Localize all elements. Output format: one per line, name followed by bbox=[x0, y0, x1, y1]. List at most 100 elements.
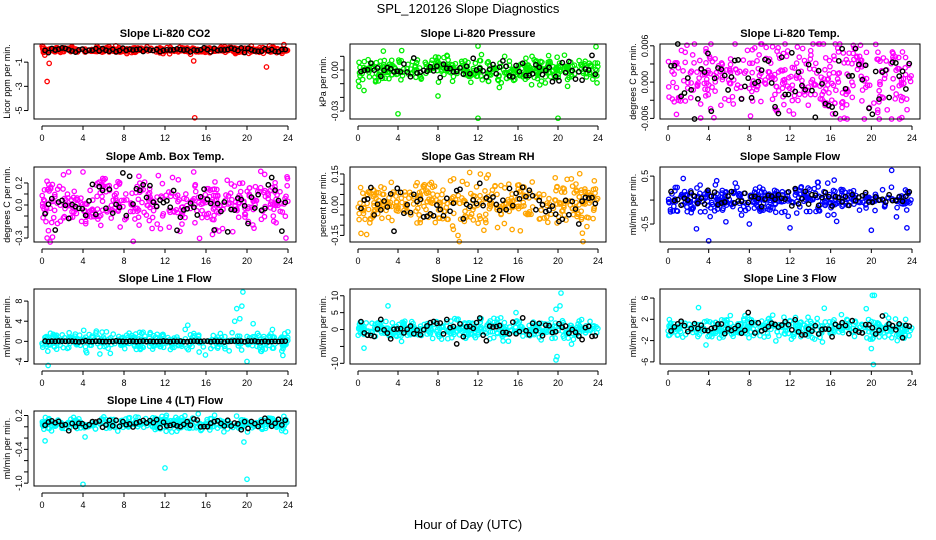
data-point bbox=[154, 335, 160, 341]
data-point bbox=[270, 345, 277, 351]
mean-point bbox=[62, 338, 69, 345]
mean-point bbox=[381, 326, 387, 333]
mean-point bbox=[849, 317, 856, 324]
outlier-point bbox=[554, 353, 560, 360]
mean-point bbox=[678, 202, 685, 209]
mean-point bbox=[103, 205, 109, 212]
mean-point bbox=[143, 338, 150, 345]
data-point bbox=[673, 111, 680, 118]
mean-point bbox=[119, 418, 126, 425]
data-point bbox=[904, 106, 910, 113]
data-point bbox=[481, 227, 487, 234]
mean-point bbox=[691, 193, 698, 200]
data-point bbox=[380, 48, 387, 54]
data-point bbox=[574, 324, 580, 331]
data-point bbox=[363, 231, 370, 238]
mean-point bbox=[457, 320, 463, 327]
mean-point bbox=[805, 201, 812, 208]
mean-point bbox=[519, 60, 526, 67]
data-point bbox=[501, 53, 508, 60]
y-tick-label: 0.00 bbox=[330, 196, 340, 214]
data-point bbox=[138, 330, 145, 337]
mean-point bbox=[718, 200, 725, 206]
data-point bbox=[775, 44, 781, 51]
mean-point bbox=[174, 422, 180, 429]
data-point bbox=[819, 96, 825, 103]
data-point bbox=[251, 225, 257, 232]
mean-point bbox=[758, 203, 765, 210]
data-point bbox=[852, 318, 859, 325]
x-tick-label: 12 bbox=[160, 378, 170, 388]
data-point bbox=[674, 184, 681, 191]
y-tick-label: -5 bbox=[14, 107, 24, 115]
mean-point bbox=[575, 68, 582, 75]
plot-frame bbox=[659, 43, 921, 120]
data-point bbox=[39, 422, 46, 429]
data-point bbox=[822, 199, 829, 206]
data-point bbox=[688, 80, 695, 86]
mean-point bbox=[795, 200, 802, 207]
data-point bbox=[406, 195, 412, 201]
data-point bbox=[254, 188, 261, 195]
data-point bbox=[356, 59, 362, 66]
data-point bbox=[196, 199, 202, 206]
mean-point bbox=[721, 199, 728, 205]
mean-point bbox=[443, 195, 450, 202]
y-tick-label: -10 bbox=[330, 357, 340, 370]
data-point bbox=[494, 191, 500, 198]
mean-point bbox=[437, 74, 444, 81]
data-point bbox=[851, 333, 858, 340]
mean-point bbox=[463, 63, 470, 70]
mean-point bbox=[130, 201, 136, 207]
mean-point bbox=[45, 201, 52, 208]
mean-point bbox=[238, 196, 245, 203]
data-point bbox=[666, 199, 673, 206]
mean-point bbox=[234, 47, 241, 54]
data-point bbox=[566, 74, 572, 81]
mean-point bbox=[163, 197, 170, 204]
data-point bbox=[363, 320, 370, 326]
data-point bbox=[282, 213, 289, 220]
mean-point bbox=[556, 320, 562, 327]
outlier-point bbox=[263, 64, 270, 70]
mean-point bbox=[705, 50, 711, 57]
x-tick-label: 0 bbox=[665, 133, 670, 143]
data-point bbox=[761, 334, 768, 340]
data-point bbox=[192, 219, 198, 226]
plot-frame bbox=[349, 288, 607, 365]
data-point bbox=[671, 98, 678, 105]
mean-point bbox=[795, 328, 802, 335]
data-point bbox=[477, 171, 484, 177]
data-point bbox=[561, 52, 568, 59]
y-tick-label: -0.15 bbox=[330, 225, 340, 246]
data-point bbox=[680, 68, 686, 74]
data-point bbox=[211, 412, 218, 419]
data-point bbox=[199, 207, 205, 214]
mean-point bbox=[143, 46, 150, 53]
mean-point bbox=[879, 196, 886, 203]
data-point bbox=[476, 213, 483, 219]
x-tick-label: 16 bbox=[513, 256, 523, 266]
mean-point bbox=[241, 49, 248, 56]
mean-point bbox=[856, 61, 862, 68]
data-point bbox=[894, 65, 901, 72]
mean-point bbox=[147, 338, 153, 345]
data-point bbox=[696, 57, 703, 64]
data-point bbox=[524, 211, 531, 218]
outlier-point bbox=[435, 93, 441, 99]
mean-point bbox=[585, 195, 592, 202]
mean-point bbox=[705, 187, 711, 194]
data-point bbox=[559, 317, 566, 324]
mean-point bbox=[856, 329, 862, 335]
outlier-point bbox=[558, 290, 564, 296]
data-point bbox=[835, 49, 842, 55]
data-point bbox=[505, 338, 512, 345]
mean-point bbox=[170, 187, 177, 194]
data-point bbox=[45, 227, 52, 234]
data-point bbox=[753, 86, 760, 93]
data-point bbox=[113, 197, 119, 204]
data-point bbox=[209, 231, 216, 238]
data-point bbox=[727, 61, 734, 68]
x-tick-label: 12 bbox=[160, 256, 170, 266]
data-point bbox=[694, 69, 700, 75]
